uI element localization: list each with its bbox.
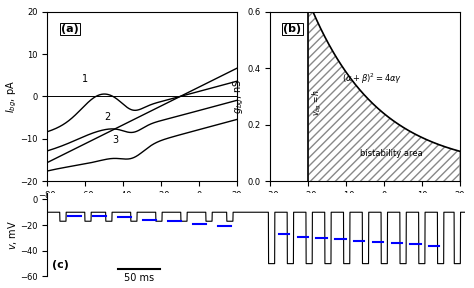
Text: bistability area: bistability area	[360, 149, 423, 158]
Text: 3: 3	[112, 135, 118, 145]
Y-axis label: $g_{bg}$, nS: $g_{bg}$, nS	[231, 79, 246, 114]
X-axis label: $v$,mV: $v$,mV	[129, 202, 155, 215]
X-axis label: $v_{bg}$,mV: $v_{bg}$,mV	[347, 202, 383, 216]
Text: 1: 1	[82, 74, 88, 84]
Y-axis label: $I_{bg}$, pA: $I_{bg}$, pA	[4, 80, 19, 113]
Y-axis label: $v$, mV: $v$, mV	[6, 220, 18, 250]
Text: (c): (c)	[52, 260, 68, 270]
Text: $(α+β)^2=4αγ$: $(α+β)^2=4αγ$	[342, 72, 403, 86]
Text: 50 ms: 50 ms	[124, 273, 154, 283]
Text: $v_{bg}=h$: $v_{bg}=h$	[311, 88, 324, 116]
Text: (b): (b)	[283, 24, 301, 34]
Text: 2: 2	[104, 112, 110, 122]
Text: (a): (a)	[61, 24, 78, 34]
